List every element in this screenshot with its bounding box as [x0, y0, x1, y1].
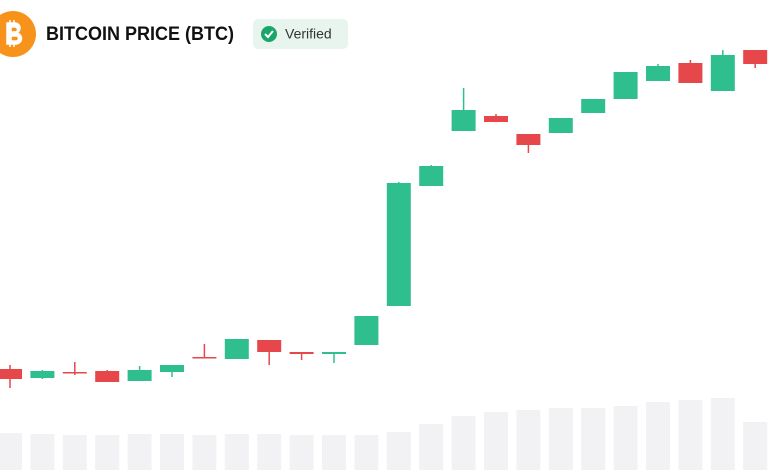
candle-body — [613, 72, 638, 99]
volume-bar — [451, 416, 476, 470]
volume-bar — [581, 408, 606, 470]
volume-bar — [548, 408, 573, 470]
candle-body — [289, 352, 314, 354]
volume-bar — [127, 434, 152, 470]
candle-body — [322, 352, 346, 354]
candle-body — [192, 357, 217, 359]
volume-bar — [646, 402, 670, 470]
volume-bar — [95, 435, 120, 470]
volume-bar — [30, 434, 55, 470]
volume-bar — [484, 412, 508, 470]
volume-bar — [192, 435, 217, 470]
candle-body — [581, 99, 606, 113]
candle-body — [678, 63, 703, 83]
candle-body — [257, 340, 282, 352]
badge-icon — [261, 26, 277, 42]
candle-body — [62, 372, 87, 374]
volume-bar — [743, 422, 768, 470]
volume-bar — [354, 435, 379, 470]
candle-body — [386, 183, 411, 306]
candle-body — [548, 118, 573, 133]
volume-bar — [322, 435, 346, 470]
volume-bar — [386, 432, 411, 470]
candle-body — [451, 110, 476, 131]
volume-bar — [613, 406, 638, 470]
candle-body — [484, 116, 508, 122]
volume-bar — [0, 433, 22, 470]
volume-bar — [289, 435, 314, 470]
candle-body — [743, 50, 768, 64]
candle-body — [127, 370, 152, 381]
title: BITCOIN PRICE (BTC) — [46, 24, 234, 45]
candle-body — [160, 365, 184, 372]
volume-bar — [224, 434, 249, 470]
volume-bar — [62, 435, 87, 470]
badge — [253, 19, 348, 49]
candle-body — [95, 371, 120, 382]
candle-body — [0, 369, 22, 379]
badge-check — [264, 30, 274, 39]
candle-body — [710, 55, 735, 91]
candle-body — [354, 316, 379, 345]
logo-glyph — [6, 20, 23, 47]
candle-body — [646, 66, 670, 81]
volume-bar — [678, 400, 703, 470]
volume-bar — [257, 434, 282, 470]
volume-bar — [419, 424, 444, 470]
candle-body — [516, 134, 541, 145]
badge-text: Verified — [285, 26, 332, 42]
volume-bar — [516, 410, 541, 470]
candle-body — [224, 339, 249, 359]
volume-bar — [710, 398, 735, 470]
candle-body — [419, 166, 444, 186]
volume-bar — [160, 434, 184, 470]
logo — [0, 11, 36, 57]
candle-body — [30, 371, 55, 378]
